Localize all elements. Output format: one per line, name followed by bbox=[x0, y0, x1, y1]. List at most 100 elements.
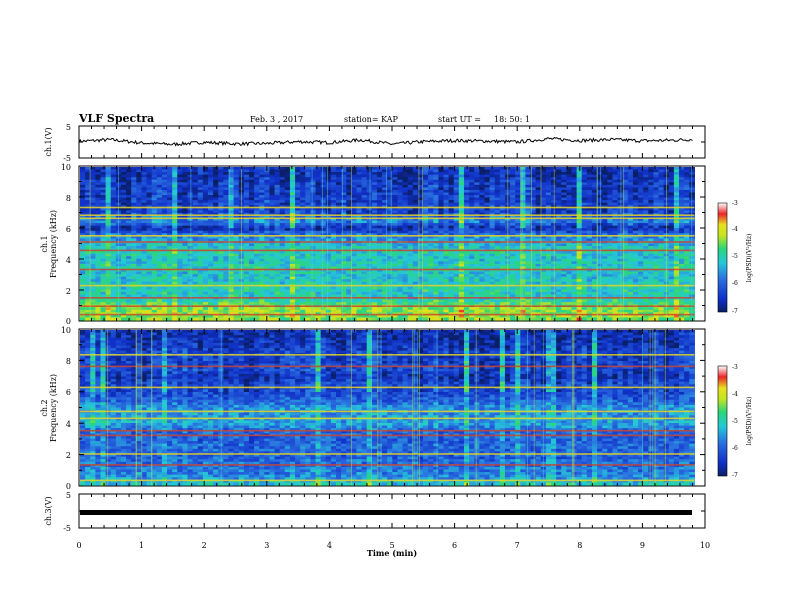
spectrogram-cell bbox=[177, 263, 183, 268]
spectrogram-cell bbox=[167, 235, 173, 239]
spectrogram-cell bbox=[474, 189, 480, 194]
spectrogram-cell bbox=[371, 269, 378, 273]
spectrogram-cell bbox=[448, 223, 455, 227]
spectrogram-cell bbox=[438, 266, 445, 270]
spectrogram-cell bbox=[274, 174, 281, 178]
spectrogram-cell bbox=[673, 192, 680, 196]
spectrogram-cell bbox=[289, 172, 296, 176]
spectrogram-cell bbox=[341, 169, 347, 173]
spectrogram-cell bbox=[607, 223, 614, 227]
spectrogram-cell bbox=[433, 233, 439, 237]
spectrogram-cell bbox=[141, 230, 148, 234]
spectrogram-cell bbox=[172, 256, 178, 260]
spectrogram-cell bbox=[156, 256, 163, 260]
spectrogram-cell bbox=[356, 189, 363, 194]
spectrogram-cell bbox=[371, 177, 378, 181]
spectrogram-cell bbox=[366, 256, 373, 260]
spectrogram-cell bbox=[412, 177, 419, 181]
spectrogram-cell bbox=[545, 218, 552, 222]
spectrogram-cell bbox=[172, 266, 178, 270]
spectrogram-cell bbox=[110, 177, 117, 181]
spectrogram-cell bbox=[463, 230, 470, 234]
spectrogram-cell bbox=[192, 223, 199, 227]
spectrogram-cell bbox=[202, 207, 209, 211]
spectrogram-cell bbox=[305, 179, 311, 183]
spectrogram-cell bbox=[192, 251, 199, 255]
spectrogram-cell bbox=[617, 263, 624, 268]
spectrogram-cell bbox=[407, 197, 414, 201]
spectrogram-cell bbox=[412, 269, 419, 273]
spectrogram-cell bbox=[141, 243, 148, 247]
spectrogram-cell bbox=[120, 228, 127, 232]
spectrogram-cell bbox=[167, 253, 173, 257]
spectrogram-cell bbox=[141, 202, 148, 206]
spectrogram-cell bbox=[279, 187, 286, 191]
spectrogram-cell bbox=[202, 235, 209, 239]
spectrogram-cell bbox=[85, 223, 91, 227]
spectrogram-cell bbox=[458, 189, 465, 194]
spectrogram-cell bbox=[213, 230, 219, 234]
spectrogram-cell bbox=[627, 179, 634, 183]
spectrogram-cell bbox=[617, 238, 624, 242]
spectrogram-cell bbox=[469, 266, 475, 270]
spectrogram-cell bbox=[387, 182, 393, 186]
spectrogram-cell bbox=[515, 200, 521, 204]
spectrogram-cell bbox=[100, 220, 107, 224]
spectrogram-cell bbox=[259, 189, 265, 194]
spectrogram-cell bbox=[120, 261, 127, 265]
spectrogram-cell bbox=[320, 251, 327, 255]
spectrogram-cell bbox=[622, 174, 629, 178]
spectrogram-cell bbox=[315, 243, 322, 247]
spectrogram-cell bbox=[197, 187, 204, 191]
spectrogram-cell bbox=[448, 187, 455, 191]
spectrogram-cell bbox=[305, 228, 311, 232]
spectrogram-cell bbox=[371, 228, 378, 232]
spectrogram-cell bbox=[248, 235, 255, 239]
spectrogram-cell bbox=[146, 271, 153, 275]
spectrogram-cell bbox=[387, 220, 393, 224]
spectrogram-cell bbox=[525, 174, 532, 178]
spectrogram-cell bbox=[218, 218, 224, 222]
spectrogram-cell bbox=[571, 179, 578, 183]
spectrogram-cell bbox=[597, 182, 603, 186]
spectrogram-cell bbox=[187, 228, 194, 232]
spectrogram-cell bbox=[172, 258, 178, 262]
spectrogram-cell bbox=[126, 207, 132, 211]
spectrogram-cell bbox=[146, 174, 153, 178]
spectrogram-cell bbox=[305, 271, 311, 275]
spectrogram-cell bbox=[463, 218, 470, 222]
spectrogram-cell bbox=[274, 197, 281, 201]
spectrogram-cell bbox=[110, 230, 117, 234]
spectrogram-cell bbox=[632, 202, 639, 206]
spectrogram-cell bbox=[402, 225, 409, 229]
spectrogram-cell bbox=[484, 215, 491, 219]
spectrogram-cell bbox=[341, 266, 347, 270]
spectrogram-cell bbox=[100, 235, 107, 239]
spectrogram-cell bbox=[510, 184, 516, 188]
spectrogram-cell bbox=[207, 243, 214, 247]
spectrogram-cell bbox=[402, 177, 409, 181]
spectrogram-cell bbox=[612, 261, 619, 265]
spectrogram-cell bbox=[330, 246, 337, 250]
spectrogram-cell bbox=[325, 207, 332, 211]
spectrogram-cell bbox=[566, 238, 573, 242]
spectrogram-cell bbox=[684, 243, 690, 247]
spectrogram-cell bbox=[510, 256, 516, 260]
spectrogram-cell bbox=[100, 246, 107, 250]
spectrogram-cell bbox=[443, 215, 450, 219]
spectrogram-cell bbox=[197, 258, 204, 262]
spectrogram-cell bbox=[412, 261, 419, 265]
spectrogram-cell bbox=[463, 243, 470, 247]
spectrogram-cell bbox=[433, 246, 439, 250]
spectrogram-cell bbox=[182, 266, 189, 270]
spectrogram-cell bbox=[617, 187, 624, 191]
spectrogram-cell bbox=[571, 235, 578, 239]
spectrogram-cell bbox=[202, 233, 209, 237]
spectrogram-cell bbox=[346, 202, 352, 206]
spectrogram-cell bbox=[300, 167, 306, 171]
spectrogram-cell bbox=[566, 187, 573, 191]
spectrogram-cell bbox=[540, 223, 547, 227]
spectrogram-cell bbox=[566, 195, 573, 199]
spectrogram-cell bbox=[243, 233, 250, 237]
spectrogram-cell bbox=[479, 187, 486, 191]
